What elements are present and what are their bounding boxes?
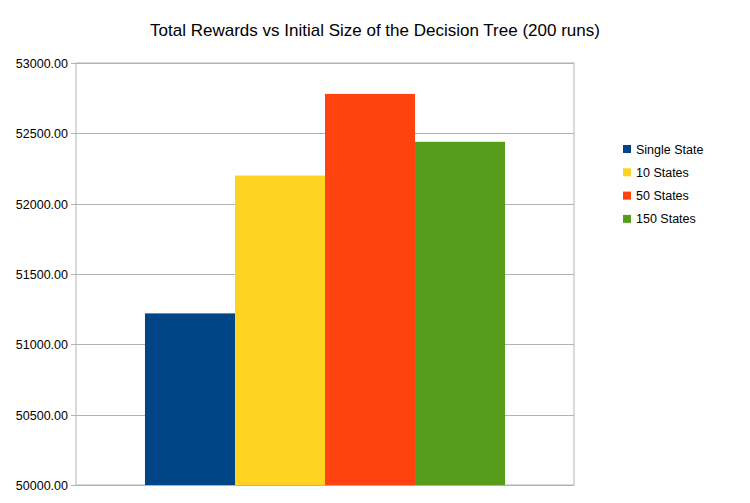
y-tick: [71, 415, 76, 416]
y-tick: [71, 133, 76, 134]
legend: Single State 10 States 50 States 150 States: [623, 143, 703, 227]
y-tick-label: 52500.00: [16, 127, 68, 141]
y-tick-label: 51500.00: [16, 268, 68, 282]
legend-swatch: [623, 168, 631, 176]
chart-container: Total Rewards vs Initial Size of the Dec…: [0, 0, 750, 503]
legend-label: 50 States: [636, 189, 689, 203]
legend-label: 10 States: [636, 166, 689, 180]
legend-swatch: [623, 145, 631, 153]
y-tick-label: 51000.00: [16, 338, 68, 352]
bar: [145, 313, 235, 485]
legend-swatch: [623, 215, 631, 223]
chart-svg: Total Rewards vs Initial Size of the Dec…: [0, 0, 750, 503]
bar: [415, 142, 505, 485]
grid: [71, 64, 574, 486]
bar: [325, 94, 415, 485]
y-tick: [71, 63, 76, 64]
y-tick: [71, 344, 76, 345]
legend-label: 150 States: [636, 212, 696, 226]
grid-line: [76, 63, 574, 64]
y-tick: [71, 274, 76, 275]
y-tick-label: 53000.00: [16, 57, 68, 71]
y-tick: [71, 485, 76, 486]
y-tick: [71, 204, 76, 205]
y-tick-label: 50000.00: [16, 479, 68, 493]
legend-label: Single State: [636, 143, 703, 157]
grid-line: [76, 485, 574, 486]
y-tick-label: 52000.00: [16, 198, 68, 212]
bar: [235, 176, 325, 485]
bars: [145, 94, 505, 485]
legend-swatch: [623, 192, 631, 200]
y-tick-label: 50500.00: [16, 409, 68, 423]
plot-frame: [76, 63, 574, 485]
chart-title: Total Rewards vs Initial Size of the Dec…: [150, 21, 600, 40]
